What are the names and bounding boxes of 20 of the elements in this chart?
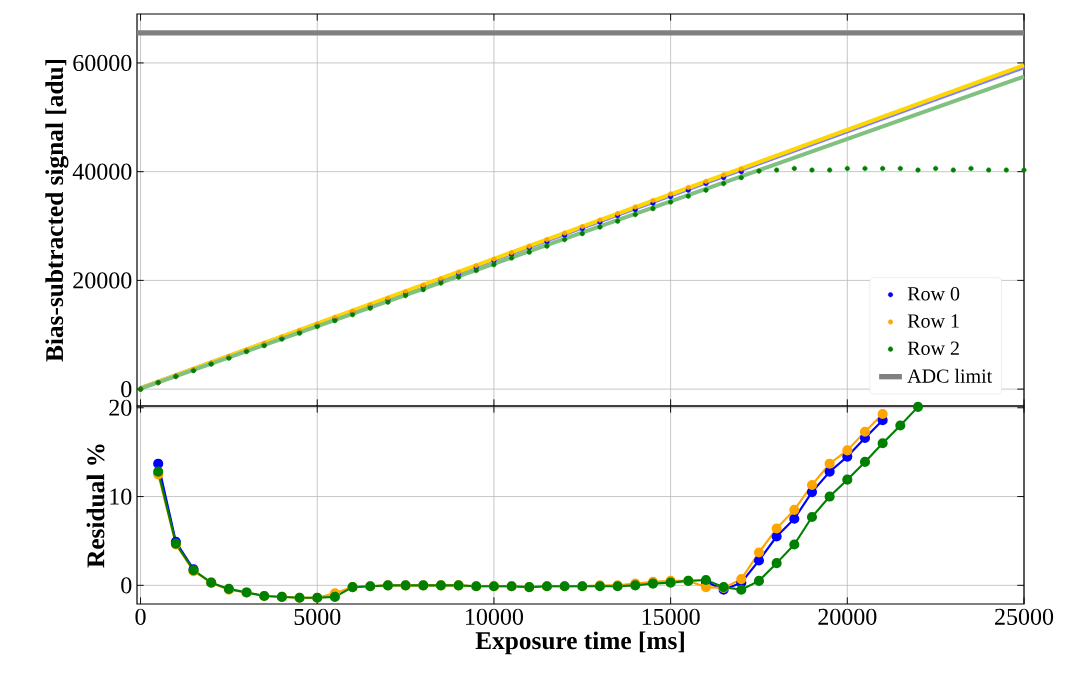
- y-tick-label: 40000: [72, 163, 132, 180]
- x-tick-label: 10000: [466, 608, 524, 625]
- x-tick-label: 25000: [995, 608, 1054, 625]
- y-axis-title: Residual %: [86, 444, 105, 568]
- x-tick-label: 15000: [642, 608, 700, 625]
- y-axis-title: Bias-subtracted signal [adu]: [45, 59, 69, 362]
- y-tick-label: 60000: [73, 54, 132, 72]
- legend-label: Row 2: [907, 341, 959, 355]
- legend-label: Row 1: [907, 314, 959, 328]
- x-axis-title: Exposure time [ms]: [475, 631, 684, 655]
- legend-label: ADC limit: [907, 368, 993, 383]
- y-tick-label: 10: [110, 488, 132, 505]
- y-tick-label: 20: [109, 399, 132, 416]
- x-tick-label: 20000: [818, 608, 877, 625]
- x-tick-label: 0: [135, 608, 146, 625]
- y-tick-label: 0: [121, 577, 132, 594]
- legend-label: Row 0: [907, 287, 960, 301]
- y-tick-label: 20000: [73, 272, 132, 289]
- y-tick-label: 0: [121, 381, 132, 398]
- x-tick-label: 5000: [294, 608, 341, 625]
